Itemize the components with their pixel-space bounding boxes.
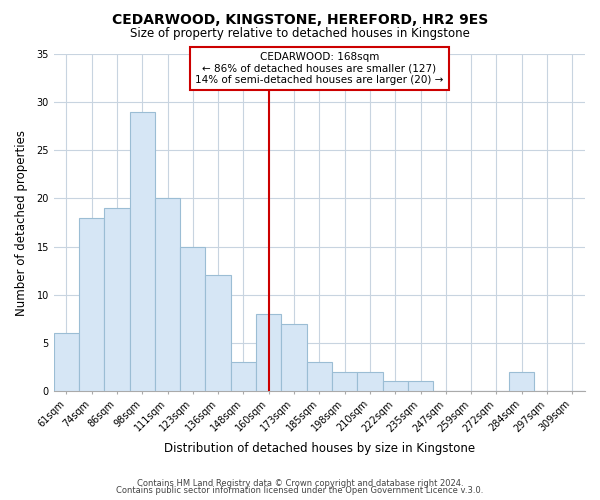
X-axis label: Distribution of detached houses by size in Kingstone: Distribution of detached houses by size …: [164, 442, 475, 455]
Text: CEDARWOOD, KINGSTONE, HEREFORD, HR2 9ES: CEDARWOOD, KINGSTONE, HEREFORD, HR2 9ES: [112, 12, 488, 26]
Bar: [180, 246, 205, 391]
Bar: [231, 362, 256, 391]
Bar: [332, 372, 357, 391]
Bar: [509, 372, 535, 391]
Text: Contains public sector information licensed under the Open Government Licence v.: Contains public sector information licen…: [116, 486, 484, 495]
Bar: [281, 324, 307, 391]
Bar: [205, 276, 231, 391]
Bar: [79, 218, 104, 391]
Bar: [155, 198, 180, 391]
Text: Contains HM Land Registry data © Crown copyright and database right 2024.: Contains HM Land Registry data © Crown c…: [137, 478, 463, 488]
Bar: [408, 382, 433, 391]
Bar: [307, 362, 332, 391]
Y-axis label: Number of detached properties: Number of detached properties: [15, 130, 28, 316]
Text: CEDARWOOD: 168sqm
← 86% of detached houses are smaller (127)
14% of semi-detache: CEDARWOOD: 168sqm ← 86% of detached hous…: [195, 52, 443, 85]
Bar: [130, 112, 155, 391]
Text: Size of property relative to detached houses in Kingstone: Size of property relative to detached ho…: [130, 28, 470, 40]
Bar: [256, 314, 281, 391]
Bar: [53, 334, 79, 391]
Bar: [357, 372, 383, 391]
Bar: [383, 382, 408, 391]
Bar: [104, 208, 130, 391]
